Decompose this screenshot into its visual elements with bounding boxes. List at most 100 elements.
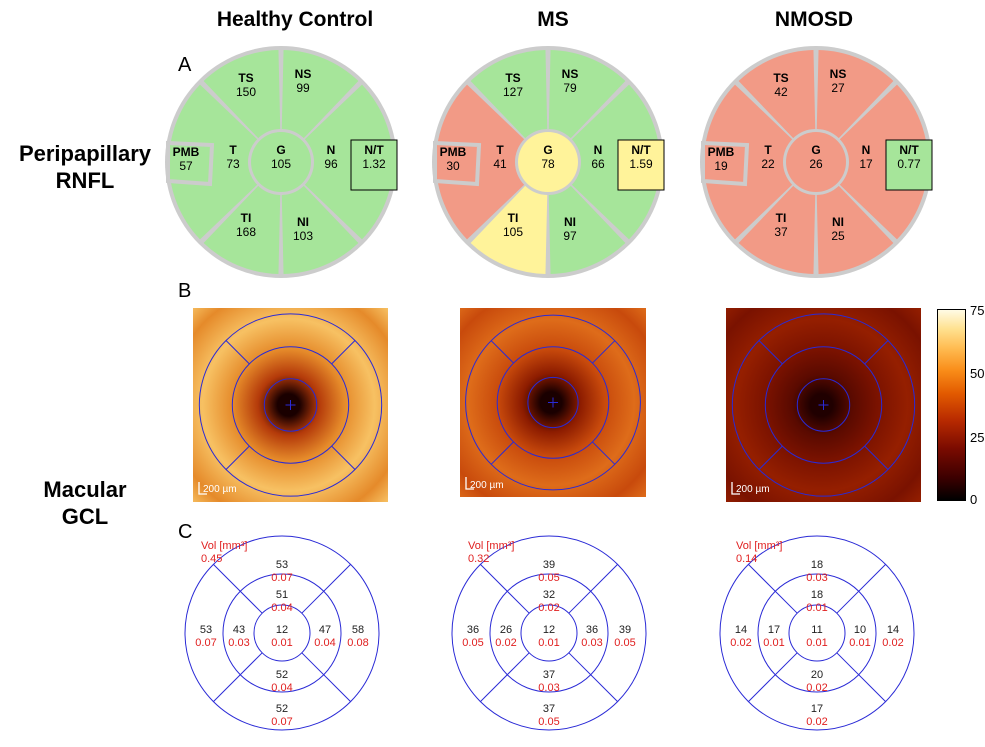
- rnfl-value-nt: 1.59: [629, 157, 653, 171]
- volume-outer-left: 0.05: [462, 637, 483, 649]
- volume-grid: 390.05320.02120.01370.03370.05360.05260.…: [451, 535, 647, 731]
- rnfl-label-t: T: [496, 143, 504, 157]
- row-label-rnfl-line2: RNFL: [55, 168, 115, 193]
- thickness-center: 12: [276, 624, 288, 636]
- rnfl-sector-ni: [281, 185, 359, 274]
- thickness-inner-bottom: 20: [811, 669, 823, 681]
- rnfl-label-ti: TI: [508, 211, 519, 225]
- heatmap-spoke: [592, 340, 616, 364]
- volume-outer-top: 0.03: [806, 572, 827, 584]
- rnfl-sector-ns: [548, 50, 626, 139]
- colorbar-tick: 75: [970, 303, 985, 318]
- rnfl-value-ns: 99: [296, 81, 310, 95]
- rnfl-label-nt: N/T: [899, 143, 919, 157]
- volume-inner-right: 0.04: [314, 637, 335, 649]
- rnfl-sector-ni: [816, 185, 894, 274]
- rnfl-value-ts: 127: [503, 85, 523, 99]
- heatmap-ring: [465, 314, 641, 491]
- heatmap-grid-overlay: [198, 313, 383, 497]
- volume-center: 0.01: [271, 637, 292, 649]
- heatmap-ring: [198, 313, 383, 497]
- rnfl-label-ti: TI: [241, 211, 252, 225]
- volume-spoke: [213, 564, 263, 614]
- volume-inner-right: 0.03: [581, 637, 602, 649]
- rnfl-value-ns: 79: [563, 81, 577, 95]
- rnfl-label-ns: NS: [562, 67, 579, 81]
- colorbar-tick: 50: [970, 366, 985, 381]
- heatmap-spoke: [758, 340, 783, 365]
- rnfl-value-t: 73: [226, 157, 240, 171]
- volume-center: 0.01: [538, 637, 559, 649]
- volume-spoke: [301, 564, 351, 614]
- volume-spoke: [480, 652, 530, 702]
- volume-spoke: [836, 564, 886, 614]
- heatmap-ring: [496, 346, 610, 459]
- volume-unit-label: Vol [mm³]: [468, 540, 514, 552]
- thickness-inner-top: 32: [543, 589, 555, 601]
- heatmap-spoke: [864, 340, 889, 365]
- volume-inner-bottom: 0.02: [806, 682, 827, 694]
- rnfl-nt-box: [350, 139, 398, 191]
- rnfl-label-ni: NI: [297, 215, 309, 229]
- rnfl-label-pmb: PMB: [708, 145, 735, 159]
- column-header-ms: MS: [537, 8, 569, 31]
- rnfl-value-t: 41: [493, 157, 507, 171]
- thickness-inner-left: 26: [500, 624, 512, 636]
- thickness-inner-right: 36: [586, 624, 598, 636]
- thickness-inner-bottom: 37: [543, 669, 555, 681]
- thickness-outer-left: 53: [200, 624, 212, 636]
- rnfl-value-ns: 27: [831, 81, 845, 95]
- volume-inner-bottom: 0.04: [271, 682, 292, 694]
- rnfl-label-t: T: [229, 143, 237, 157]
- volume-ring: [253, 604, 311, 662]
- rnfl-value-g: 26: [809, 157, 823, 171]
- volume-outer-left: 0.07: [195, 637, 216, 649]
- row-label-gcl-line1: Macular: [43, 477, 127, 502]
- volume-grid: 530.07510.04120.01520.04520.07530.07430.…: [184, 535, 380, 731]
- colorbar-tick: 25: [970, 430, 985, 445]
- rnfl-nt-box: [885, 139, 933, 191]
- rnfl-value-pmb: 57: [179, 159, 193, 173]
- rnfl-value-ti: 37: [774, 225, 788, 239]
- heatmap-ring: [796, 378, 851, 432]
- volume-outer-right: 0.08: [347, 637, 368, 649]
- rnfl-sector-ts: [470, 50, 548, 139]
- thickness-inner-top: 18: [811, 589, 823, 601]
- volume-total: 0.14: [736, 553, 757, 565]
- rnfl-value-ni: 103: [293, 229, 313, 243]
- rnfl-sector-g: [786, 132, 846, 192]
- scale-label-healthy: 200 µm: [203, 484, 237, 495]
- row-label-gcl-line2: GCL: [61, 504, 109, 529]
- thickness-outer-bottom: 17: [811, 703, 823, 715]
- thickness-outer-left: 14: [735, 624, 747, 636]
- volume-inner-left: 0.01: [763, 637, 784, 649]
- rnfl-label-ts: TS: [505, 71, 520, 85]
- rnfl-label-g: G: [811, 143, 820, 157]
- rnfl-sector-ti: [203, 185, 281, 274]
- rnfl-label-ni: NI: [832, 215, 844, 229]
- heatmap-spoke: [331, 445, 356, 470]
- volume-ring: [451, 535, 647, 731]
- thickness-outer-right: 58: [352, 624, 364, 636]
- volume-total: 0.32: [468, 553, 489, 565]
- rnfl-label-n: N: [327, 143, 336, 157]
- volume-ring: [520, 604, 578, 662]
- volume-ring: [719, 535, 915, 731]
- volume-outer-top: 0.07: [271, 572, 292, 584]
- rnfl-label-ti: TI: [776, 211, 787, 225]
- volume-outer-bottom: 0.05: [538, 716, 559, 728]
- rnfl-sector-ts: [738, 50, 816, 139]
- rnfl-sector-ni: [548, 185, 626, 274]
- volume-spoke: [748, 652, 798, 702]
- volume-ring: [757, 573, 877, 693]
- scale-bar: [198, 482, 207, 495]
- thickness-outer-bottom: 52: [276, 703, 288, 715]
- rnfl-label-ts: TS: [773, 71, 788, 85]
- thickness-outer-right: 39: [619, 624, 631, 636]
- rnfl-label-n: N: [862, 143, 871, 157]
- rnfl-value-ti: 105: [503, 225, 523, 239]
- rnfl-label-ts: TS: [238, 71, 253, 85]
